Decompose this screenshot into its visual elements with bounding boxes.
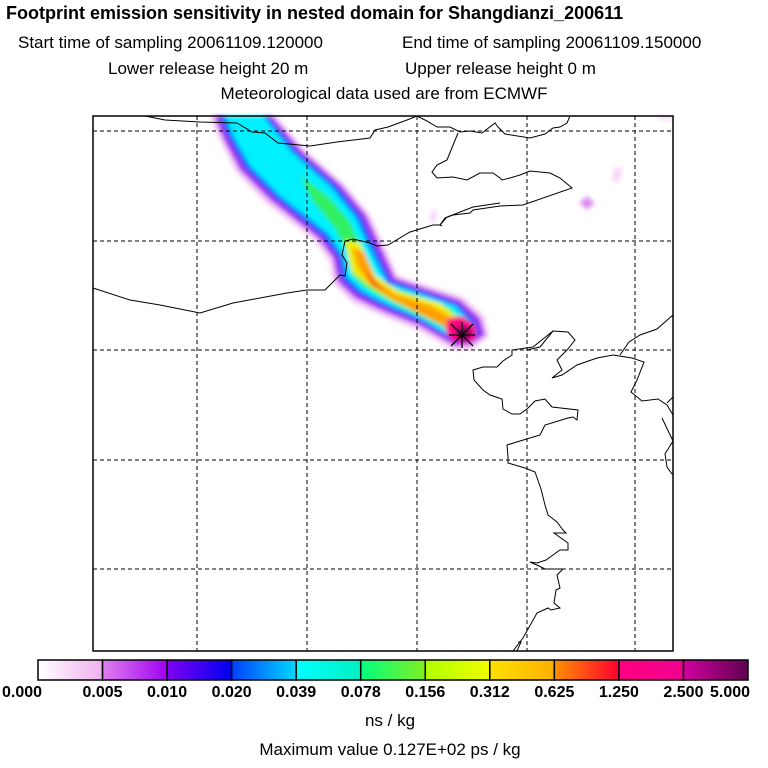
- colorbar: [37, 659, 749, 681]
- plume-layer-orange: [352, 248, 452, 328]
- plot-title: Footprint emission sensitivity in nested…: [6, 3, 624, 23]
- receptor-star-icon: [449, 322, 475, 348]
- start-time: Start time of sampling 20061109.120000: [18, 33, 323, 52]
- colorbar-segment: [682, 659, 749, 681]
- colorbar-tick-label: 0.000: [1, 684, 43, 701]
- colorbar-tick-label: 0.005: [82, 684, 123, 701]
- grid: [93, 116, 673, 651]
- colorbar-segment: [101, 659, 168, 681]
- colorbar-tick-label: 0.039: [276, 684, 317, 701]
- lower-release-height: Lower release height 20 m: [108, 59, 309, 78]
- colorbar-segment: [424, 659, 491, 681]
- colorbar-tick-label: 2.500: [663, 684, 704, 701]
- colorbar-tick-label: 0.312: [469, 684, 510, 701]
- colorbar-segment: [489, 659, 556, 681]
- pink-spot: [655, 116, 673, 120]
- colorbar-segment: [230, 659, 297, 681]
- colorbar-segment: [37, 659, 104, 681]
- maximum-value: Maximum value 0.127E+02 ps / kg: [259, 740, 521, 759]
- colorbar-unit: ns / kg: [364, 711, 416, 730]
- colorbar-segment: [553, 659, 620, 681]
- colorbar-segment: [166, 659, 233, 681]
- map-frame: [92, 115, 674, 652]
- colorbar-segment: [295, 659, 362, 681]
- plume-layer-green: [300, 175, 462, 333]
- met-data-source: Meteorological data used are from ECMWF: [220, 84, 548, 103]
- colorbar-tick-label: 0.020: [211, 684, 252, 701]
- upper-release-height: Upper release height 0 m: [405, 59, 596, 78]
- colorbar-tick-label: 0.156: [405, 684, 446, 701]
- colorbar-segment: [359, 659, 427, 681]
- end-time: End time of sampling 20061109.150000: [402, 33, 702, 52]
- colorbar-tick-label: 5.000: [709, 684, 751, 701]
- colorbar-tick-label: 0.010: [147, 684, 188, 701]
- colorbar-segment: [618, 659, 685, 681]
- pink-spot: [612, 167, 622, 182]
- colorbar-tick-label: 0.078: [340, 684, 381, 701]
- coastlines: [92, 115, 674, 652]
- pink-spot: [430, 210, 437, 222]
- pink-spot: [579, 196, 595, 210]
- colorbar-tick-label: 0.625: [534, 684, 575, 701]
- plume: [210, 116, 673, 350]
- colorbar-tick-label: 1.250: [598, 684, 639, 701]
